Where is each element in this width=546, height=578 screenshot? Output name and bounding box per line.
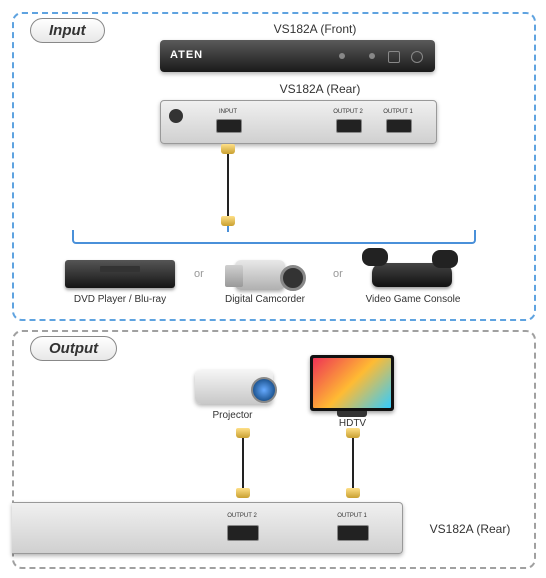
conn-proj-top	[236, 428, 250, 438]
camcorder	[225, 245, 305, 295]
console-label: Video Game Console	[358, 294, 468, 305]
output1-port	[386, 119, 412, 133]
rear-label: VS182A (Rear)	[260, 82, 380, 96]
input-label: Input	[30, 18, 105, 43]
port-input-label: INPUT	[216, 109, 240, 115]
port-out1-label-a: OUTPUT 1	[381, 109, 415, 115]
input-bracket	[72, 230, 476, 244]
port-out1-label-b: OUTPUT 1	[332, 513, 372, 519]
input-port	[216, 119, 242, 133]
port-out2-label-a: OUTPUT 2	[331, 109, 365, 115]
rear-label-2: VS182A (Rear)	[415, 522, 525, 536]
conn-proj-bot	[236, 488, 250, 498]
device-rear-input: INPUT OUTPUT 2 OUTPUT 1	[160, 100, 437, 144]
port-out2-label-b: OUTPUT 2	[222, 513, 262, 519]
cable-projector	[242, 438, 244, 488]
output1-port-b	[337, 525, 369, 541]
conn-tv-top	[346, 428, 360, 438]
cable-hdtv	[352, 438, 354, 488]
hdtv	[310, 355, 394, 417]
cable-input	[227, 154, 229, 216]
conn-tv-bot	[346, 488, 360, 498]
dvd-player	[65, 260, 175, 288]
output2-port-b	[227, 525, 259, 541]
output2-port	[336, 119, 362, 133]
device-rear-output: OUTPUT 2 OUTPUT 1	[12, 502, 403, 554]
front-label: VS182A (Front)	[255, 22, 375, 36]
or-1: or	[194, 268, 204, 280]
camcorder-label: Digital Camcorder	[215, 294, 315, 305]
or-2: or	[333, 268, 343, 280]
device-front: ATEN	[160, 40, 435, 72]
dvd-label: DVD Player / Blu-ray	[62, 294, 178, 305]
cable-connector-bottom	[221, 216, 235, 226]
bracket-stem	[227, 226, 229, 232]
aten-logo: ATEN	[170, 49, 203, 61]
game-console	[362, 248, 462, 293]
projector	[195, 370, 273, 404]
output-label: Output	[30, 336, 117, 361]
cable-connector-top	[221, 144, 235, 154]
projector-label: Projector	[205, 410, 260, 421]
